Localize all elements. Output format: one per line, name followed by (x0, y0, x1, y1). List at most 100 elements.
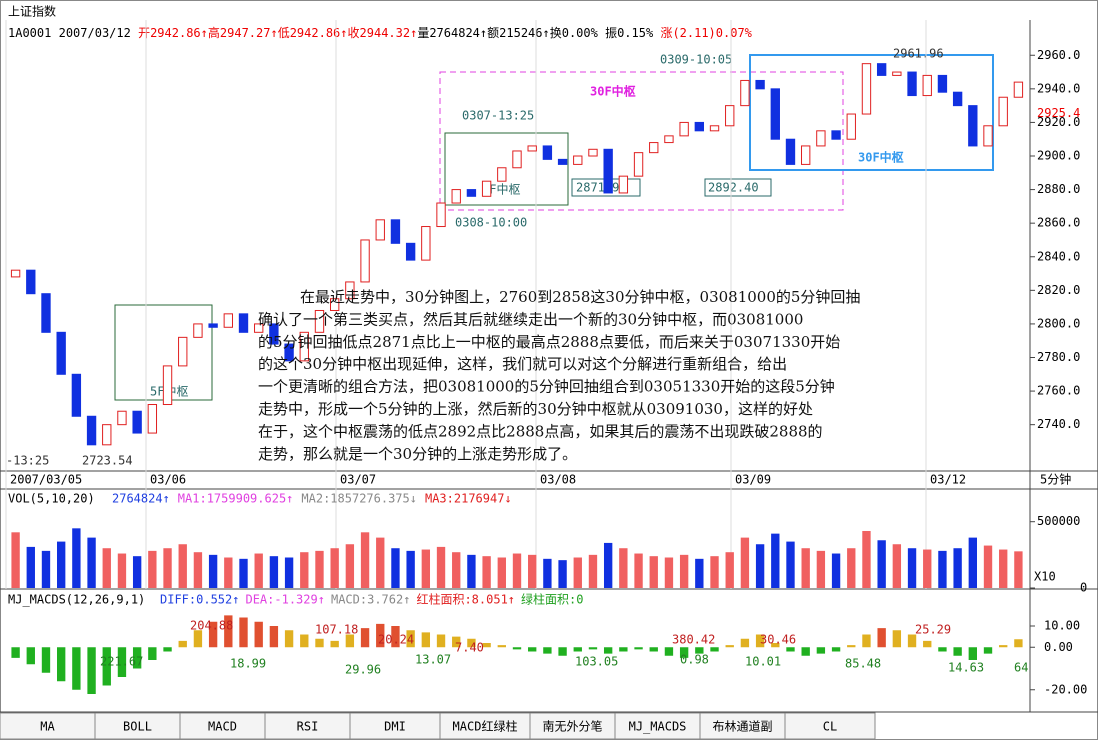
macd-bar (436, 634, 446, 648)
candle-body (801, 145, 811, 165)
candle-body (694, 121, 705, 132)
y-tick-label: 2920.0 (1037, 115, 1080, 129)
macd-bar (57, 647, 66, 682)
macd-bar (877, 628, 886, 648)
panel-stat: MA1:1759909.625↑ (178, 492, 294, 506)
macd-bar (725, 645, 734, 648)
amplitude: 振0.15% (605, 26, 654, 40)
macd-bar (452, 636, 461, 648)
volume-bar (649, 556, 658, 588)
candle-body (329, 298, 340, 311)
volume-bar (26, 546, 35, 588)
pivot-box (444, 132, 569, 206)
annotation: 30F中枢 (858, 150, 904, 165)
candle-body (861, 63, 872, 115)
area-label: 14.63 (948, 661, 984, 675)
macd-bar (740, 638, 750, 648)
tab[interactable] (699, 712, 786, 740)
volume-bar (254, 553, 263, 588)
tab[interactable] (94, 712, 181, 740)
candle-body (907, 71, 917, 97)
volume-bar (862, 530, 871, 588)
candle-body (618, 175, 629, 194)
x-tick-label: 03/07 (340, 473, 376, 487)
volume-bar (41, 550, 51, 588)
area-label: 7.40 (455, 641, 484, 655)
macd-bar (512, 647, 522, 650)
y-tick-label: 2860.0 (1037, 216, 1080, 230)
macd-bar (999, 645, 1008, 648)
macd-bar (801, 647, 810, 656)
macd-bar (208, 621, 218, 648)
candle-body (1013, 81, 1024, 98)
tab-label: MJ_MACDS (629, 720, 687, 734)
macd-bar (983, 647, 993, 654)
candle-body (451, 189, 461, 204)
tab-label: DMI (384, 720, 406, 734)
volume-bar (983, 545, 993, 588)
macd-bar (132, 647, 142, 669)
volume-bar (907, 548, 917, 588)
candle-body (208, 323, 218, 328)
volume-bar (178, 544, 187, 588)
y-tick-label: 0 (1080, 581, 1087, 595)
candle-body (664, 135, 674, 144)
annotation: -13:25 (6, 454, 49, 468)
tab-label: 南无外分笔 (542, 719, 602, 734)
tab[interactable] (0, 712, 96, 740)
macd-bar (573, 647, 582, 652)
volume-bar (132, 556, 142, 588)
macd-bar (649, 647, 658, 652)
candle-body (679, 121, 689, 137)
area-label: 107.18 (315, 623, 358, 637)
tab[interactable] (439, 712, 531, 740)
annotation: 2892.40 (708, 181, 759, 195)
volume-bar (968, 537, 977, 588)
candle-body (314, 309, 325, 333)
panel-title: MJ_MACDS(12,26,9,1) (8, 593, 145, 607)
annotation: 5F中枢 (482, 182, 520, 197)
commentary-line: 一个更清晰的组合方法，把03081000的5分钟回抽组合到03051330开始的… (258, 378, 835, 396)
candle-body (345, 281, 355, 300)
candle-body (86, 415, 97, 446)
panel-stat: DIFF:0.552↑ (160, 593, 239, 607)
low: 低2942.86↑ (278, 26, 348, 40)
candle-body (56, 331, 66, 375)
macd-bar (679, 647, 689, 658)
panel-stat: MA3:2176947↓ (425, 492, 512, 506)
candle-body (481, 180, 492, 197)
candle-body (846, 113, 856, 140)
tab-label: CL (823, 720, 837, 734)
area-label: 103.05 (575, 655, 618, 669)
volume-bar (771, 533, 780, 588)
macd-bar (254, 621, 263, 648)
candle-body (740, 79, 750, 107)
macd-bar (968, 647, 977, 660)
tab[interactable] (614, 712, 701, 740)
volume-bar (877, 540, 886, 588)
candle-body (542, 145, 553, 160)
macd-bar (695, 647, 704, 654)
macd-bar (938, 647, 947, 652)
volume-bar (953, 548, 962, 588)
tab-label: MACD红绿柱 (453, 719, 518, 734)
y-tick-label: 2740.0 (1037, 417, 1080, 431)
turnover: 换0.00% (550, 26, 599, 40)
macd-bar (847, 645, 856, 648)
candle-body (633, 152, 644, 177)
commentary-line: 的5分钟回抽低点2871点比上一中枢的最高点2888点要低，而后来关于03071… (258, 333, 840, 351)
tab-label: 布林通道副 (712, 720, 772, 734)
tab[interactable] (264, 712, 351, 740)
candle-body (968, 105, 978, 147)
macd-bar (923, 640, 932, 648)
x-tick-label: 2007/03/05 (10, 473, 82, 487)
tab[interactable] (529, 712, 616, 740)
volume-bar (679, 554, 689, 588)
tab[interactable] (784, 712, 876, 740)
tab[interactable] (349, 712, 441, 740)
candle-body (132, 410, 142, 434)
x-tick-label: 03/12 (930, 473, 966, 487)
code: 1A0001 (8, 26, 51, 40)
tab[interactable] (179, 712, 266, 740)
